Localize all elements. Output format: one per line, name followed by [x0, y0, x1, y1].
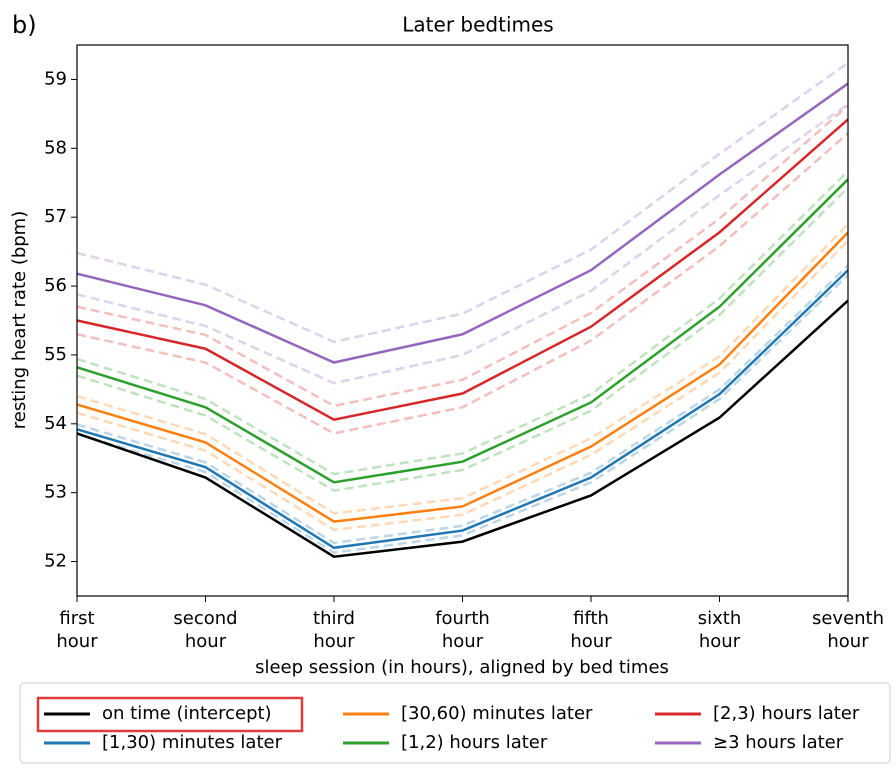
legend-label: [2,3) hours later	[713, 703, 860, 724]
x-tick-label: fourth hour	[435, 608, 490, 652]
ci-line	[76, 170, 849, 476]
chart-title: Later bedtimes	[402, 13, 553, 37]
y-axis-label: resting heart rate (bpm)	[9, 211, 30, 429]
ci-line	[76, 132, 849, 435]
ci-line	[76, 223, 849, 515]
legend-label: ≥3 hours later	[713, 732, 844, 753]
legend-label: [1,30) minutes later	[102, 732, 283, 753]
x-tick-label: first hour	[56, 608, 98, 652]
series-line	[76, 269, 849, 550]
plot-frame	[76, 44, 849, 597]
ci-line	[76, 239, 849, 532]
series-line	[76, 231, 849, 523]
ci-line	[76, 103, 849, 385]
y-tick-label: 54	[44, 413, 67, 434]
legend-label: [1,2) hours later	[401, 732, 548, 753]
x-axis-label: sleep session (in hours), aligned by bed…	[255, 657, 669, 678]
highlight-box	[36, 696, 304, 733]
x-tick-label: third hour	[313, 608, 355, 652]
ci-line	[76, 264, 849, 545]
legend-label: [30,60) minutes later	[401, 703, 593, 724]
legend-frame	[19, 682, 891, 764]
legend-label: on time (intercept)	[102, 703, 272, 724]
series-line	[76, 82, 849, 364]
series-line	[76, 299, 849, 559]
ci-line	[76, 61, 849, 344]
x-tick-label: seventh hour	[811, 608, 885, 652]
y-tick-label: 59	[44, 68, 67, 89]
series-line	[76, 178, 849, 484]
y-tick-label: 58	[44, 137, 67, 158]
panel-label: b)	[12, 11, 37, 39]
y-tick-label: 53	[44, 482, 67, 503]
y-tick-label: 56	[44, 275, 67, 296]
ci-line	[76, 104, 849, 408]
ci-line	[76, 186, 849, 492]
ci-line	[76, 274, 849, 554]
y-tick-label: 52	[44, 551, 67, 572]
x-tick-label: second hour	[173, 608, 238, 652]
y-tick-label: 57	[44, 206, 67, 227]
x-tick-label: fifth hour	[570, 608, 612, 652]
x-tick-label: sixth hour	[697, 608, 742, 652]
y-tick-label: 55	[44, 344, 67, 365]
series-line	[76, 118, 849, 421]
